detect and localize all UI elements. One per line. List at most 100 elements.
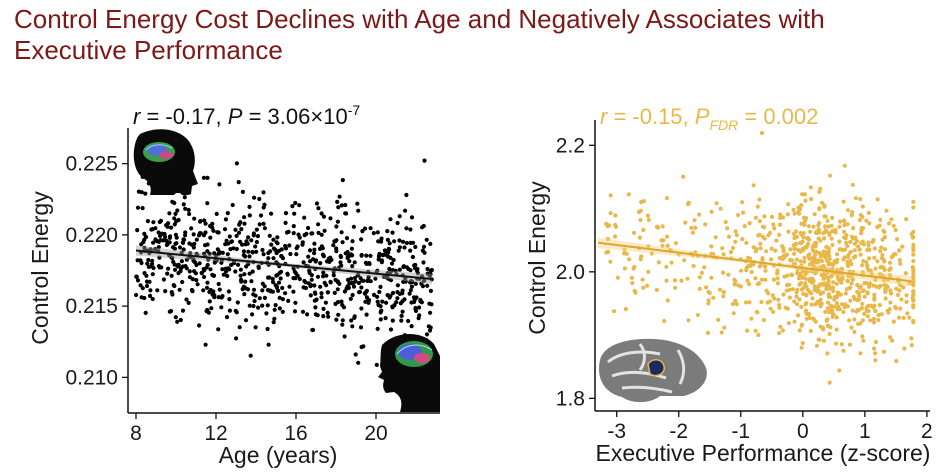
executive-data-point: [622, 247, 627, 252]
executive-data-point: [781, 246, 786, 251]
age-data-point: [201, 266, 206, 272]
executive-data-point: [862, 294, 867, 299]
age-data-point: [355, 201, 360, 206]
executive-data-point: [834, 315, 839, 320]
age-data-point: [174, 235, 179, 240]
executive-data-point: [808, 185, 813, 190]
age-data-point: [319, 232, 324, 237]
age-data-point: [220, 250, 225, 255]
age-data-point: [375, 230, 380, 235]
executive-data-point: [898, 283, 903, 288]
age-data-point: [388, 293, 393, 298]
executive-data-point: [762, 214, 767, 219]
executive-data-point: [753, 215, 759, 220]
executive-data-point: [845, 222, 850, 227]
executive-data-point: [852, 329, 857, 334]
executive-data-point: [800, 269, 805, 274]
executive-data-point: [801, 215, 807, 220]
executive-data-point: [848, 239, 853, 245]
age-data-point: [147, 293, 153, 298]
executive-data-point: [821, 249, 827, 254]
executive-data-point: [877, 303, 882, 308]
age-data-point: [286, 298, 291, 303]
age-data-point: [206, 310, 211, 315]
executive-data-point: [859, 231, 864, 236]
executive-data-point: [879, 264, 884, 269]
age-data-point: [375, 299, 380, 304]
executive-data-point: [812, 284, 817, 289]
executive-data-point: [883, 287, 888, 292]
executive-data-point: [818, 238, 823, 243]
age-data-point: [293, 200, 298, 206]
age-data-point: [382, 248, 387, 253]
executive-data-point: [831, 280, 836, 285]
executive-data-point: [872, 303, 877, 308]
age-data-point: [356, 208, 361, 213]
executive-data-point: [897, 288, 902, 293]
executive-data-point: [795, 270, 800, 276]
executive-data-point: [834, 301, 840, 306]
executive-data-point: [784, 252, 790, 257]
executive-data-point: [904, 217, 909, 222]
executive-data-point: [858, 284, 864, 289]
executive-data-point: [753, 328, 758, 333]
age-data-point: [408, 280, 413, 285]
executive-data-point: [772, 296, 777, 301]
age-data-point: [334, 317, 339, 322]
executive-data-point: [843, 291, 849, 296]
age-data-point: [291, 231, 296, 236]
age-data-point: [161, 238, 166, 243]
age-data-point: [404, 226, 409, 231]
age-data-point: [365, 278, 370, 284]
age-data-point: [359, 253, 364, 258]
age-data-point: [357, 290, 362, 295]
executive-data-point: [679, 278, 684, 283]
executive-data-point: [887, 221, 892, 226]
executive-data-point: [804, 293, 809, 298]
executive-data-point: [753, 276, 758, 281]
executive-data-point: [775, 281, 781, 286]
age-data-point: [261, 205, 266, 210]
executive-data-point: [740, 237, 745, 242]
executive-data-point: [717, 287, 723, 292]
age-data-point: [269, 242, 274, 247]
age-data-point: [226, 289, 231, 294]
executive-data-point: [894, 286, 899, 291]
age-data-point: [302, 215, 307, 220]
executive-data-point: [773, 248, 778, 253]
age-data-point: [250, 312, 255, 317]
age-data-point: [216, 295, 221, 300]
executive-data-point: [872, 246, 877, 251]
age-data-point: [343, 211, 348, 216]
executive-data-point: [783, 305, 788, 310]
executive-data-point: [873, 266, 878, 271]
age-data-point: [321, 270, 326, 275]
executive-data-point: [838, 219, 843, 224]
age-data-point: [408, 288, 413, 293]
age-data-point: [380, 299, 385, 304]
executive-data-point: [673, 241, 679, 246]
age-data-point: [342, 289, 347, 294]
executive-data-point: [787, 295, 793, 300]
executive-data-point: [837, 368, 842, 373]
age-data-point: [308, 284, 313, 289]
age-data-point: [400, 299, 405, 304]
age-data-point: [220, 267, 225, 272]
executive-data-point: [777, 232, 782, 237]
executive-data-point: [909, 336, 914, 341]
executive-data-point: [868, 268, 873, 273]
executive-data-point: [893, 227, 898, 233]
executive-data-point: [781, 292, 786, 297]
age-data-point: [262, 226, 267, 231]
age-data-point: [395, 283, 400, 288]
executive-data-point: [911, 319, 916, 324]
age-data-point: [245, 241, 250, 246]
age-data-point: [321, 314, 326, 319]
age-data-point: [339, 203, 344, 208]
executive-data-point: [646, 244, 651, 249]
executive-data-point: [758, 246, 763, 251]
executive-data-point: [747, 256, 753, 261]
age-data-point: [242, 292, 247, 297]
executive-data-point: [888, 335, 893, 340]
